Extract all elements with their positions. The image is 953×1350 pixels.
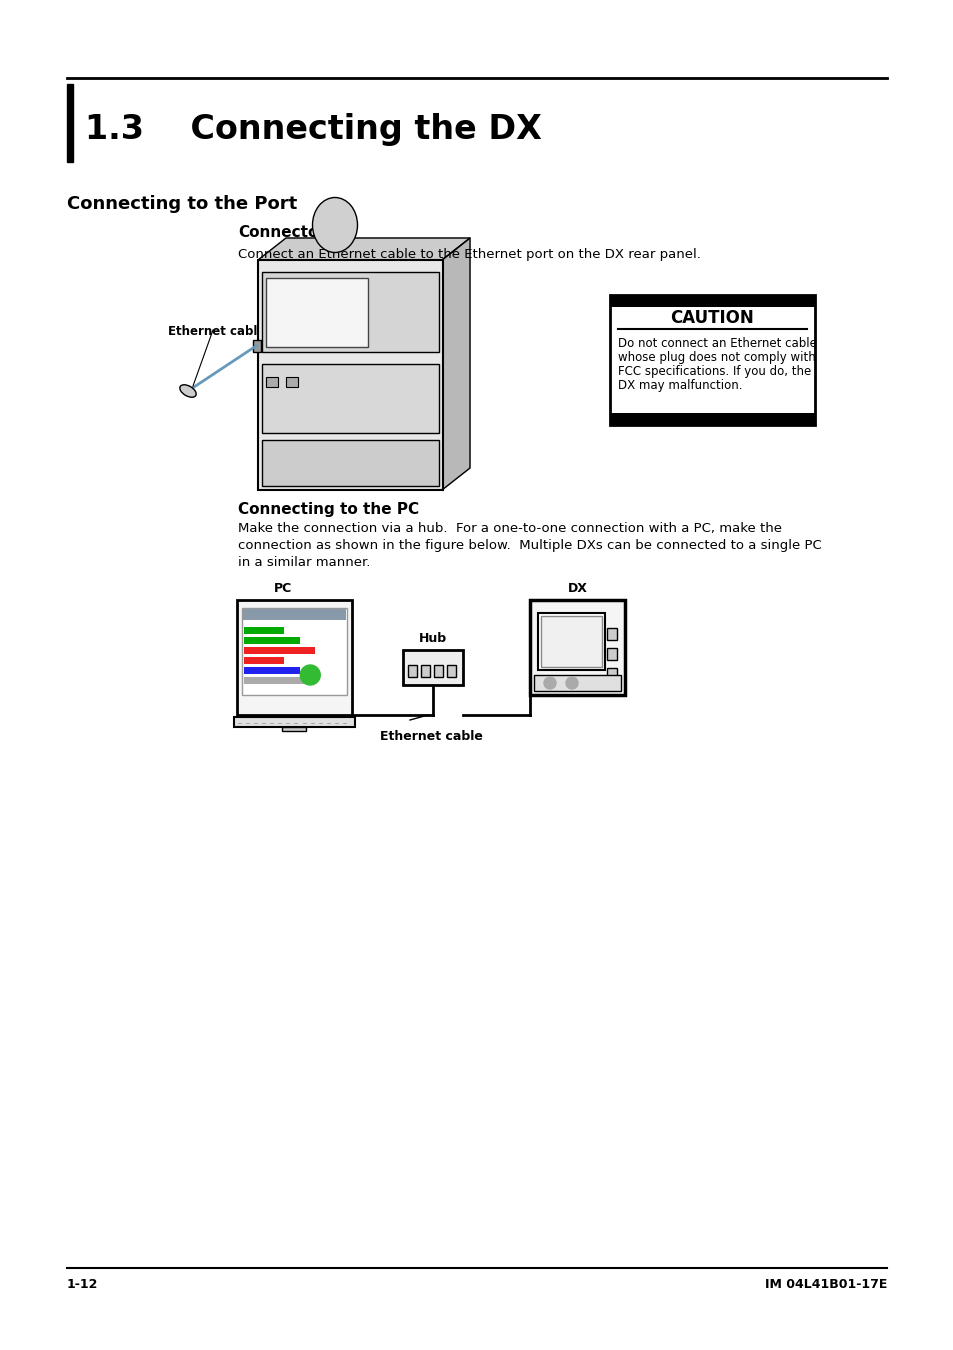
Text: 1.3    Connecting the DX: 1.3 Connecting the DX <box>85 113 541 147</box>
Bar <box>262 271 438 352</box>
Circle shape <box>565 676 578 688</box>
Text: 1-12: 1-12 <box>67 1278 98 1291</box>
Text: whose plug does not comply with: whose plug does not comply with <box>618 351 815 364</box>
Text: IM 04L41B01-17E: IM 04L41B01-17E <box>763 1278 886 1291</box>
Bar <box>266 377 277 386</box>
Text: CAUTION: CAUTION <box>670 309 754 327</box>
Text: Connecting to the Port: Connecting to the Port <box>67 194 297 213</box>
Bar <box>530 599 624 695</box>
Bar <box>540 616 601 667</box>
Bar <box>434 666 442 676</box>
Bar <box>67 84 73 162</box>
Text: Do not connect an Ethernet cable: Do not connect an Ethernet cable <box>618 338 816 350</box>
Text: in a similar manner.: in a similar manner. <box>237 556 370 568</box>
Bar <box>609 296 814 306</box>
Bar <box>609 413 814 425</box>
Text: DX may malfunction.: DX may malfunction. <box>618 379 741 391</box>
Bar <box>244 657 284 664</box>
Bar <box>244 647 314 653</box>
Bar <box>534 675 620 691</box>
Bar <box>609 296 814 425</box>
Bar <box>262 363 438 432</box>
Bar <box>282 728 306 730</box>
Bar <box>537 613 604 670</box>
Bar <box>253 340 261 352</box>
Bar <box>286 377 297 386</box>
Ellipse shape <box>313 197 357 252</box>
Bar <box>244 676 314 684</box>
Circle shape <box>300 666 320 684</box>
Bar <box>257 261 442 490</box>
Bar <box>242 608 347 695</box>
Polygon shape <box>441 238 470 490</box>
Text: Hub: Hub <box>418 632 447 645</box>
Text: Ethernet cable: Ethernet cable <box>379 730 482 742</box>
Text: Connector: Connector <box>237 225 326 240</box>
Ellipse shape <box>179 385 196 397</box>
Polygon shape <box>257 238 470 261</box>
Bar <box>402 649 462 684</box>
Bar <box>447 666 456 676</box>
Bar <box>606 668 617 680</box>
Bar <box>420 666 430 676</box>
Text: connection as shown in the figure below.  Multiple DXs can be connected to a sin: connection as shown in the figure below.… <box>237 539 821 552</box>
Bar <box>408 666 416 676</box>
Bar <box>244 626 284 634</box>
Text: DX: DX <box>567 582 587 595</box>
Bar <box>233 717 355 728</box>
Bar <box>244 667 299 674</box>
Bar <box>244 637 299 644</box>
Text: FCC specifications. If you do, the: FCC specifications. If you do, the <box>618 364 810 378</box>
Bar <box>236 599 352 716</box>
Text: Ethernet cable: Ethernet cable <box>168 325 265 338</box>
Bar <box>266 278 367 347</box>
Bar <box>243 609 346 620</box>
Bar <box>606 628 617 640</box>
Text: Connecting to the PC: Connecting to the PC <box>237 502 418 517</box>
Bar <box>262 440 438 486</box>
Text: Connect an Ethernet cable to the Ethernet port on the DX rear panel.: Connect an Ethernet cable to the Etherne… <box>237 248 700 261</box>
Bar <box>606 648 617 660</box>
Circle shape <box>543 676 556 688</box>
Text: PC: PC <box>274 582 292 595</box>
Text: Make the connection via a hub.  For a one-to-one connection with a PC, make the: Make the connection via a hub. For a one… <box>237 522 781 535</box>
